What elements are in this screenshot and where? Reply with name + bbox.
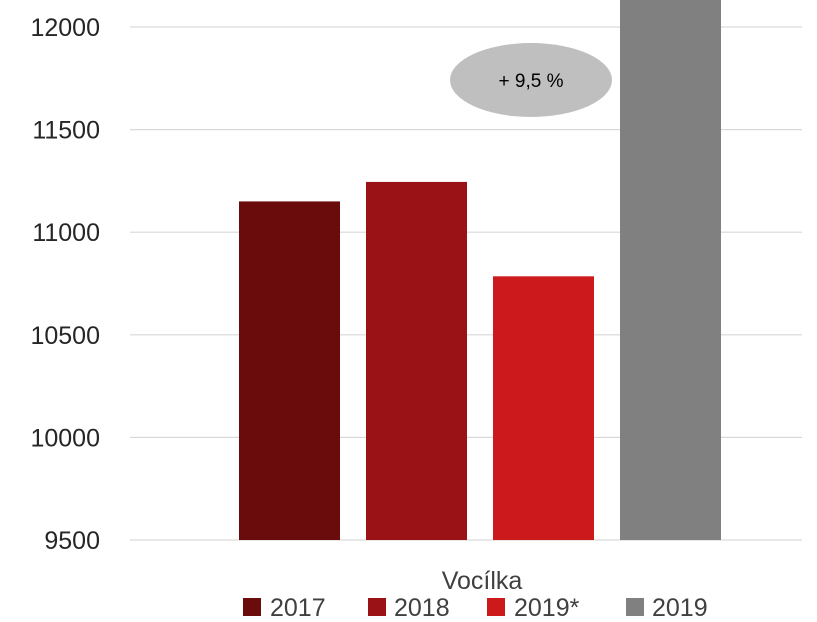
legend-label-2017: 2017 <box>270 594 326 622</box>
annotation-bubble <box>450 43 612 117</box>
y-tick-label-10500: 10500 <box>30 322 100 350</box>
legend-label-2018: 2018 <box>394 594 450 622</box>
legend-swatch-2017 <box>243 598 261 616</box>
y-tick-label-12000: 12000 <box>30 14 100 42</box>
bar-2017 <box>239 201 340 541</box>
annotation: + 9,5 % <box>450 43 612 117</box>
y-tick-label-11000: 11000 <box>32 219 100 247</box>
bar-2018 <box>366 181 467 540</box>
bar-2019-star <box>493 276 594 540</box>
legend-label-2019-star: 2019* <box>514 594 580 622</box>
bar-2019 <box>620 0 721 540</box>
y-tick-label-11500: 11500 <box>32 117 100 145</box>
legend-swatch-2018 <box>368 598 386 616</box>
legend: 2017 2018 2019* 2019 <box>243 594 708 622</box>
legend-swatch-2019-star <box>487 598 505 616</box>
legend-swatch-2019 <box>626 598 644 616</box>
y-axis-tick-labels: 9500 10000 10500 11000 11500 12000 <box>30 14 100 555</box>
category-label: Vocílka <box>442 567 523 595</box>
y-tick-label-9500: 9500 <box>44 527 100 555</box>
legend-label-2019: 2019 <box>652 594 708 622</box>
bars <box>239 0 721 541</box>
y-tick-label-10000: 10000 <box>30 424 100 452</box>
annotation-text: + 9,5 % <box>499 71 564 92</box>
